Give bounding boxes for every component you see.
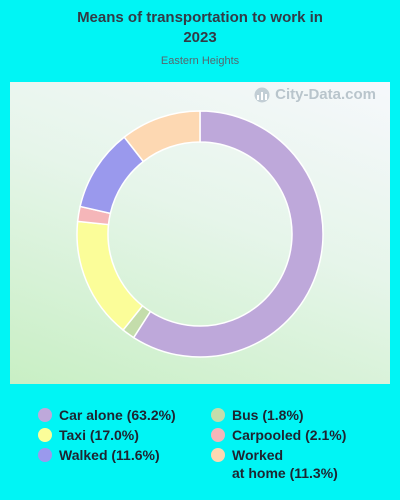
legend-item-taxi: Taxi (17.0%)	[38, 426, 139, 444]
legend-label: Taxi (17.0%)	[59, 426, 139, 444]
legend-item-walked: Walked (11.6%)	[38, 446, 160, 464]
chart-title: Means of transportation to work in 2023	[0, 8, 400, 48]
legend-swatch	[38, 408, 52, 422]
legend: Car alone (63.2%) Bus (1.8%) Taxi (17.0%) C…	[0, 400, 400, 500]
legend-item-bus: Bus (1.8%)	[211, 406, 304, 424]
legend-label: Worked at home (11.3%)	[232, 446, 338, 482]
legend-label: Carpooled (2.1%)	[232, 426, 346, 444]
legend-swatch	[38, 448, 52, 462]
legend-item-worked-at-home: Worked at home (11.3%)	[211, 446, 338, 482]
legend-label: Bus (1.8%)	[232, 406, 304, 424]
legend-item-carpooled: Carpooled (2.1%)	[211, 426, 346, 444]
legend-swatch	[211, 408, 225, 422]
donut-slice-taxi	[77, 221, 142, 330]
legend-swatch	[211, 428, 225, 442]
donut-chart	[10, 82, 390, 384]
legend-swatch	[38, 428, 52, 442]
chart-subtitle: Eastern Heights	[0, 55, 400, 67]
legend-item-car-alone: Car alone (63.2%)	[38, 406, 176, 424]
plot-area: City-Data.com	[10, 82, 390, 384]
legend-label: Walked (11.6%)	[59, 446, 160, 464]
legend-swatch	[211, 448, 225, 462]
legend-label: Car alone (63.2%)	[59, 406, 176, 424]
